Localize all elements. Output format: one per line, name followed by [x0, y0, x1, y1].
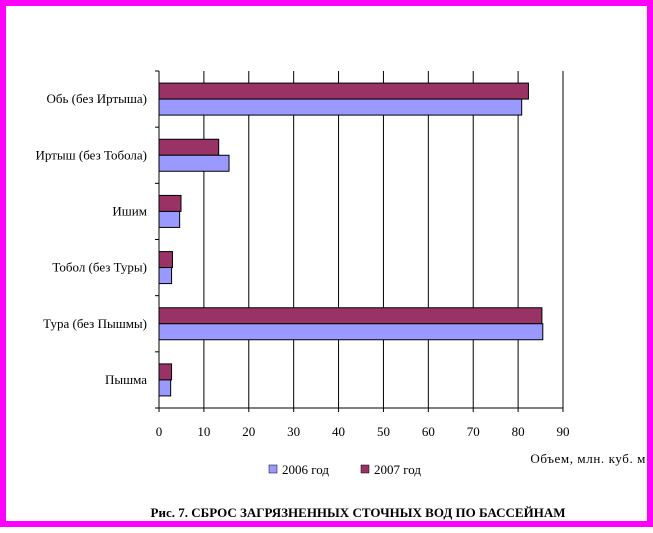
x-tick-label-70: 70 [467, 424, 480, 439]
category-labels: Обь (без Иртыша) Иртыш (без Тобола) Ишим То… [36, 91, 148, 387]
legend-label-2006: 2006 год [282, 462, 329, 477]
bar-2006-год-4 [158, 323, 544, 341]
category-label-1: Иртыш (без Тобола) [36, 147, 147, 162]
bar-2006-год-5 [158, 379, 172, 397]
tick-labels: 0 10 20 30 40 50 60 70 80 90 [156, 424, 570, 439]
legend-swatch-2007 [360, 464, 370, 474]
x-tick-label-40: 40 [332, 424, 345, 439]
bar-chart: Обь (без Иртыша) Иртыш (без Тобола) Ишим То… [36, 70, 646, 520]
legend-label-2007: 2007 год [374, 462, 421, 477]
x-tick-label-30: 30 [287, 424, 300, 439]
bar-2007-год-4 [158, 307, 543, 325]
x-tick-label-90: 90 [557, 424, 570, 439]
x-tick-label-20: 20 [242, 424, 255, 439]
figure-caption: Рис. 7. СБРОС ЗАГРЯЗНЕННЫХ СТОЧНЫХ ВОД П… [151, 505, 566, 520]
bar-2007-год-2 [158, 194, 182, 212]
legend: 2006 год 2007 год [268, 462, 421, 477]
x-tick-label-80: 80 [512, 424, 525, 439]
bar-2006-год-3 [158, 267, 173, 285]
category-label-5: Пышма [105, 372, 147, 387]
bar-2006-год-2 [158, 210, 181, 228]
bar-2007-год-5 [158, 363, 173, 381]
category-label-2: Ишим [112, 203, 147, 218]
category-label-3: Тобол (без Туры) [52, 260, 147, 275]
bar-2007-год-3 [158, 251, 173, 269]
bar-2007-год-1 [158, 138, 220, 156]
category-label-4: Тура (без Пышмы) [43, 316, 147, 331]
legend-swatch-2006 [268, 464, 278, 474]
bar-2007-год-0 [158, 82, 529, 100]
x-tick-label-60: 60 [422, 424, 435, 439]
category-label-0: Обь (без Иртыша) [46, 91, 147, 106]
x-axis-label: Объем, млн. куб. м [530, 451, 646, 466]
x-tick-label-10: 10 [197, 424, 210, 439]
x-tick-label-50: 50 [377, 424, 390, 439]
bars [158, 82, 544, 397]
bar-2006-год-0 [158, 98, 523, 116]
grid-lines [203, 71, 564, 408]
bar-2006-год-1 [158, 154, 230, 172]
x-tick-label-0: 0 [156, 424, 163, 439]
axes [155, 70, 564, 412]
